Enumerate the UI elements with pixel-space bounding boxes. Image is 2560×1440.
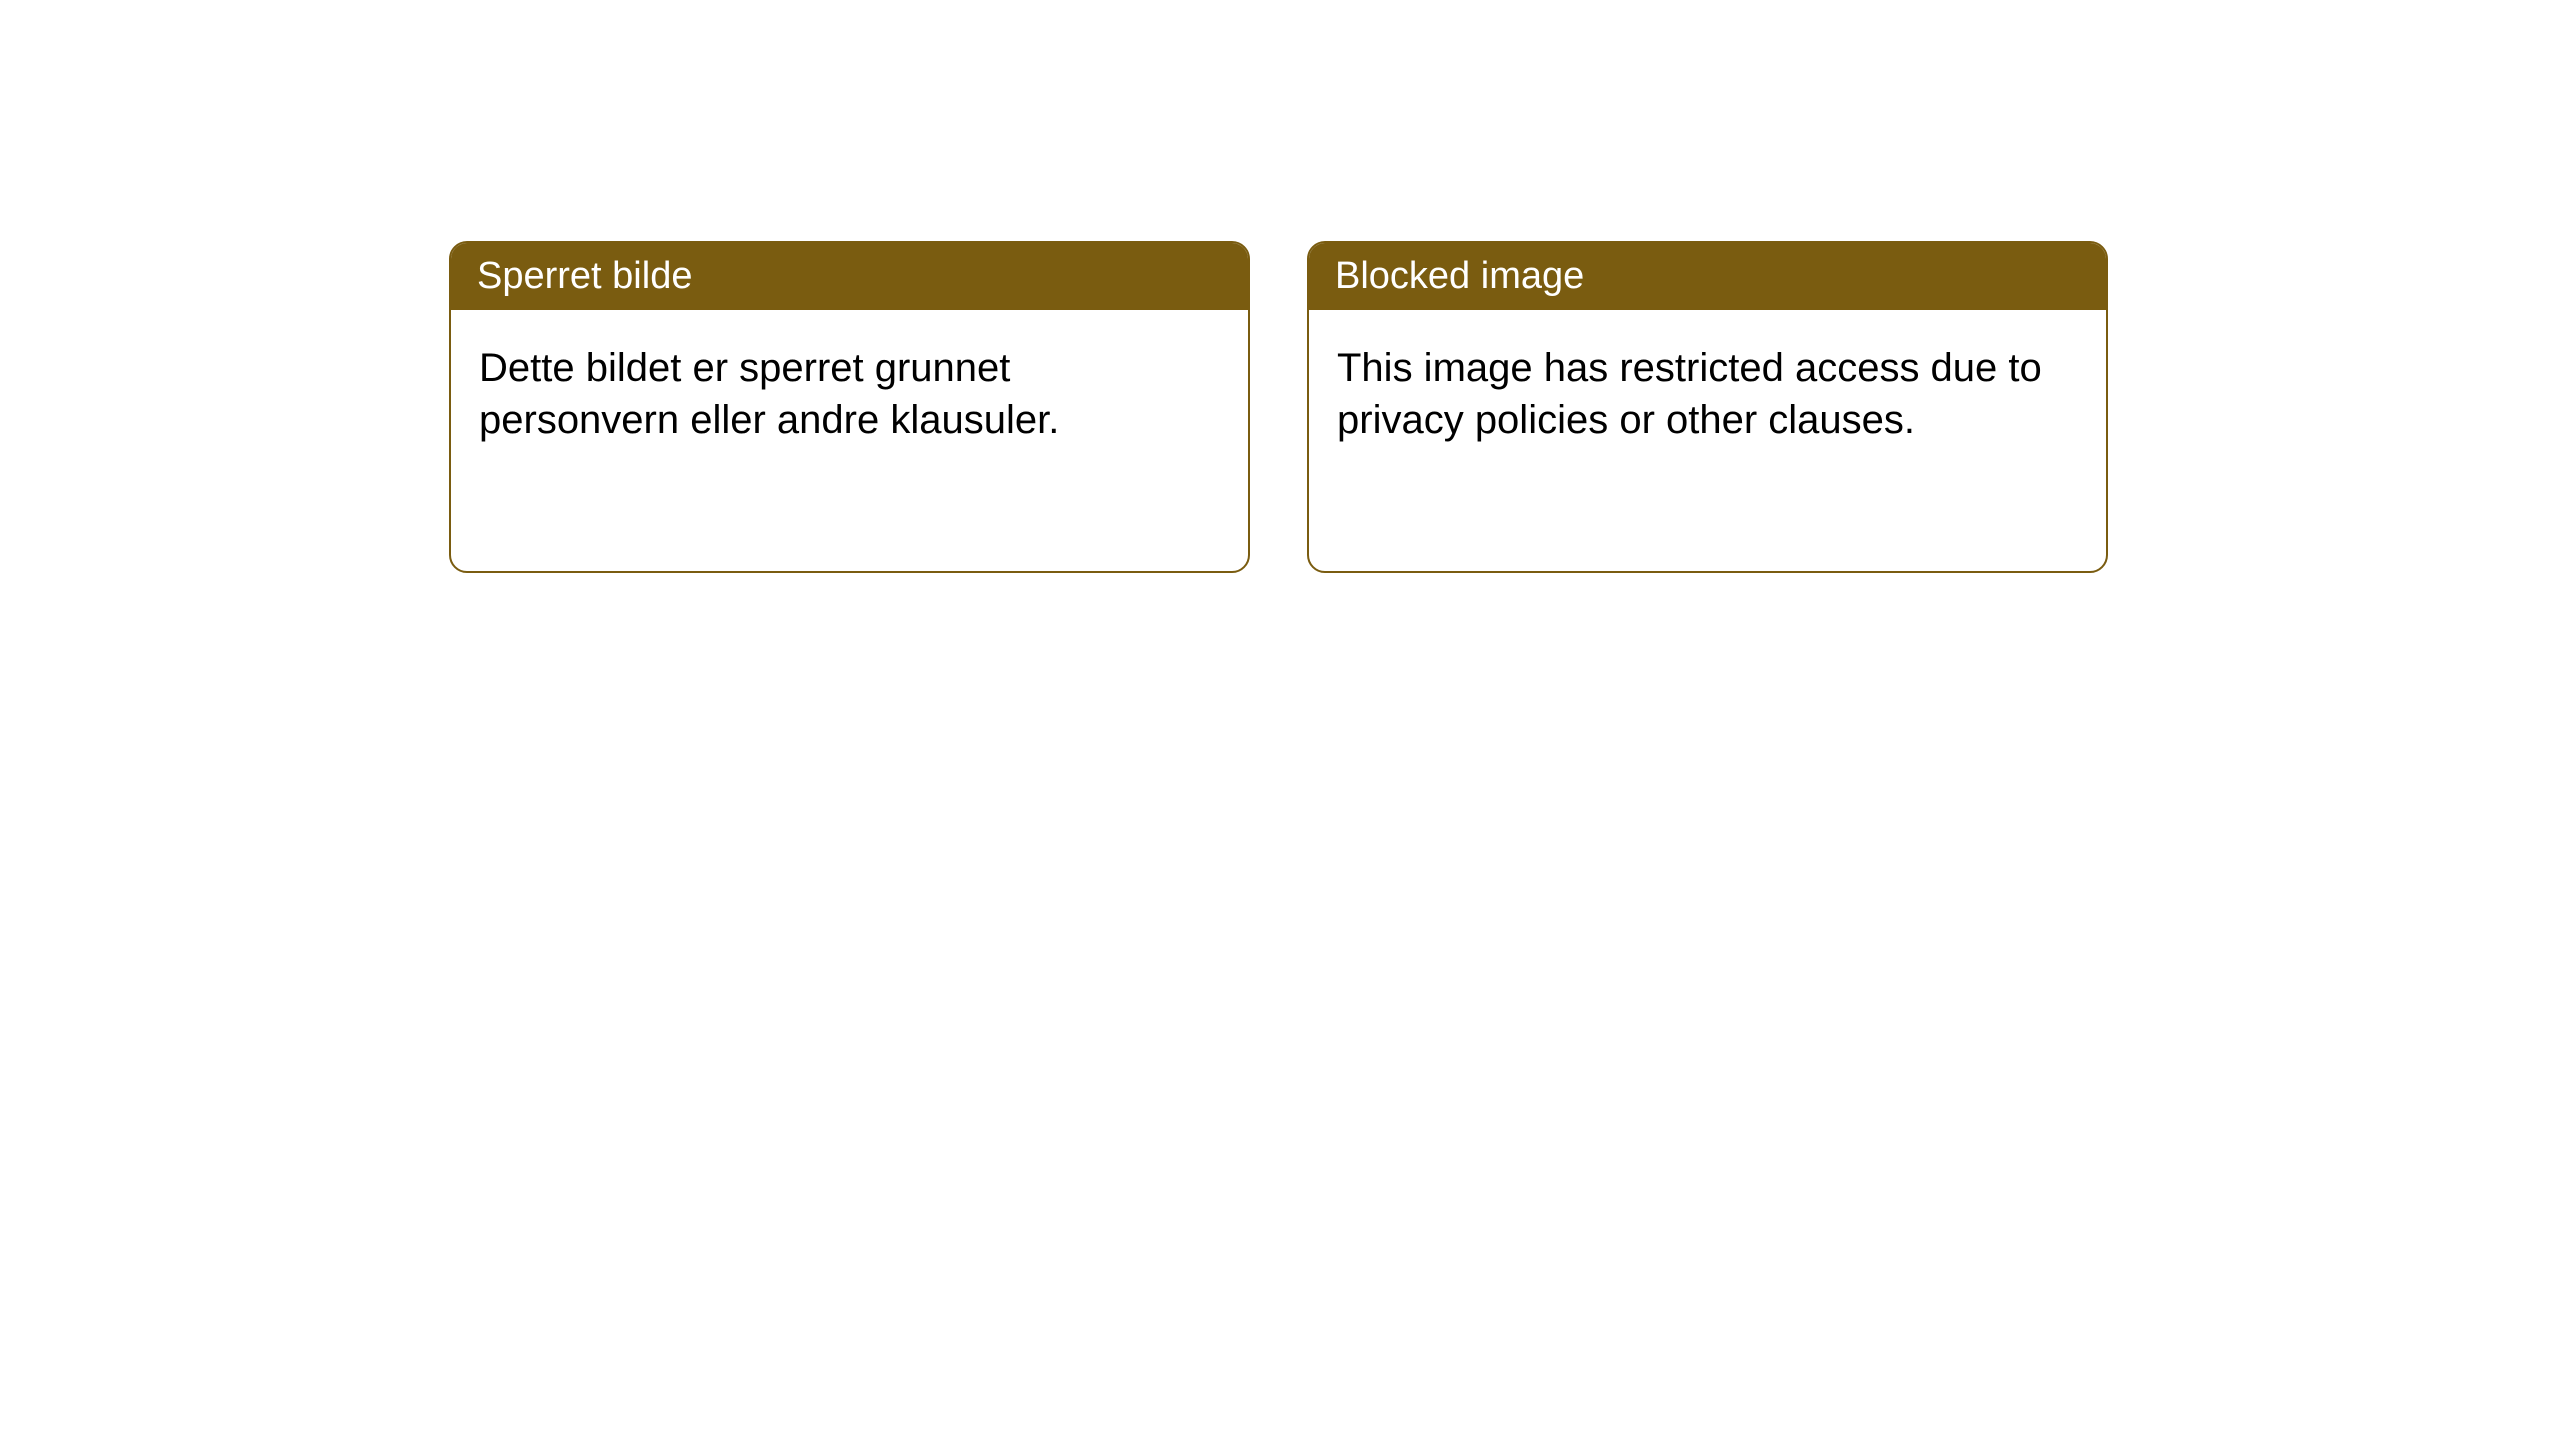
card-header: Blocked image	[1309, 243, 2106, 310]
card-message: This image has restricted access due to …	[1337, 346, 2042, 442]
notice-card-norwegian: Sperret bilde Dette bildet er sperret gr…	[449, 241, 1250, 573]
card-header: Sperret bilde	[451, 243, 1248, 310]
notice-cards-container: Sperret bilde Dette bildet er sperret gr…	[449, 241, 2108, 573]
card-message: Dette bildet er sperret grunnet personve…	[479, 346, 1059, 442]
notice-card-english: Blocked image This image has restricted …	[1307, 241, 2108, 573]
card-body: This image has restricted access due to …	[1309, 310, 2106, 478]
card-body: Dette bildet er sperret grunnet personve…	[451, 310, 1248, 478]
card-title: Blocked image	[1335, 255, 1584, 297]
card-title: Sperret bilde	[477, 255, 692, 297]
